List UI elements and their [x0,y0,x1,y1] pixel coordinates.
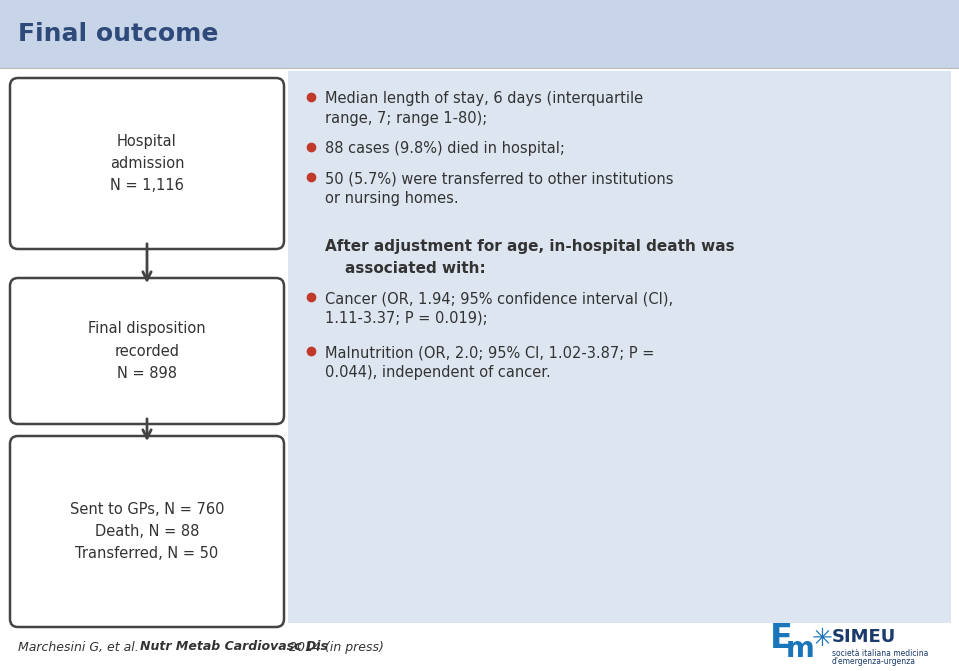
Text: Cancer (OR, 1.94; 95% confidence interval (CI),
1.11-3.37; P = 0.019);: Cancer (OR, 1.94; 95% confidence interva… [325,291,673,326]
Text: After adjustment for age, in-hospital death was: After adjustment for age, in-hospital de… [325,239,735,254]
Text: Hospital: Hospital [117,134,176,149]
Text: recorded: recorded [114,344,179,358]
Text: m: m [786,635,815,663]
Text: associated with:: associated with: [345,261,486,276]
Text: 88 cases (9.8%) died in hospital;: 88 cases (9.8%) died in hospital; [325,141,565,156]
Text: Nutr Metab Cardiovasc Dis: Nutr Metab Cardiovasc Dis [140,641,328,654]
Text: N = 1,116: N = 1,116 [110,178,184,193]
Text: Malnutrition (OR, 2.0; 95% CI, 1.02-3.87; P =
0.044), independent of cancer.: Malnutrition (OR, 2.0; 95% CI, 1.02-3.87… [325,345,654,380]
Text: SIMEU: SIMEU [832,628,897,646]
Text: admission: admission [109,156,184,171]
Text: Transferred, N = 50: Transferred, N = 50 [76,546,219,561]
Text: Final disposition: Final disposition [88,321,206,336]
Text: N = 898: N = 898 [117,366,177,380]
Text: società italiana medicina: società italiana medicina [832,648,928,658]
Text: 2014 (in press): 2014 (in press) [285,641,384,654]
Text: d'emergenza-urgenza: d'emergenza-urgenza [832,656,916,666]
Text: ✳: ✳ [812,627,833,651]
FancyBboxPatch shape [10,278,284,424]
FancyBboxPatch shape [288,71,951,623]
FancyBboxPatch shape [0,0,959,68]
FancyBboxPatch shape [10,436,284,627]
Text: Median length of stay, 6 days (interquartile
range, 7; range 1-80);: Median length of stay, 6 days (interquar… [325,91,643,125]
Text: Sent to GPs, N = 760: Sent to GPs, N = 760 [70,502,224,517]
Text: 50 (5.7%) were transferred to other institutions
or nursing homes.: 50 (5.7%) were transferred to other inst… [325,171,673,206]
Text: Death, N = 88: Death, N = 88 [95,524,199,539]
Text: Final outcome: Final outcome [18,22,219,46]
FancyBboxPatch shape [10,78,284,249]
Text: Marchesini G, et al.: Marchesini G, et al. [18,641,143,654]
Text: E: E [770,623,793,656]
